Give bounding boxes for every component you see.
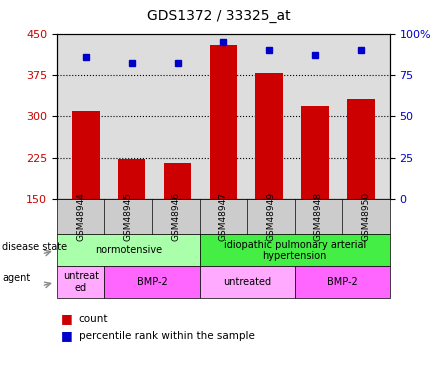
Text: GSM48949: GSM48949	[266, 192, 276, 241]
Text: idiopathic pulmonary arterial
hypertension: idiopathic pulmonary arterial hypertensi…	[223, 240, 366, 261]
Bar	[164, 163, 191, 281]
Text: GDS1372 / 33325_at: GDS1372 / 33325_at	[147, 9, 291, 23]
Bar	[118, 159, 145, 281]
Text: disease state: disease state	[2, 242, 67, 252]
Text: untreat
ed: untreat ed	[63, 272, 99, 293]
Text: GSM48946: GSM48946	[171, 192, 180, 241]
Text: untreated: untreated	[223, 277, 271, 287]
Text: ■: ■	[61, 312, 73, 325]
Text: GSM48948: GSM48948	[314, 192, 323, 241]
Text: GSM48947: GSM48947	[219, 192, 228, 241]
Bar	[210, 45, 237, 281]
Text: percentile rank within the sample: percentile rank within the sample	[79, 331, 255, 340]
Text: GSM48945: GSM48945	[124, 192, 133, 241]
Text: GSM48950: GSM48950	[361, 192, 371, 241]
Text: GSM48944: GSM48944	[76, 192, 85, 241]
Bar	[301, 106, 329, 281]
Bar	[255, 74, 283, 281]
Text: BMP-2: BMP-2	[327, 277, 358, 287]
Text: count: count	[79, 314, 108, 324]
Text: normotensive: normotensive	[95, 245, 162, 255]
Bar	[72, 111, 99, 281]
Text: agent: agent	[2, 273, 30, 284]
Text: ■: ■	[61, 329, 73, 342]
Bar	[347, 99, 374, 281]
Text: BMP-2: BMP-2	[137, 277, 167, 287]
